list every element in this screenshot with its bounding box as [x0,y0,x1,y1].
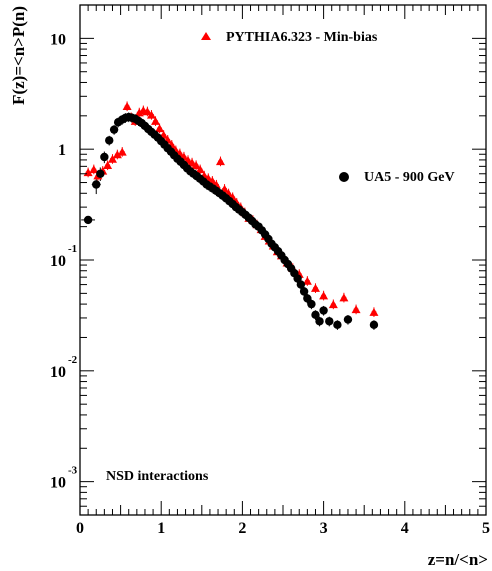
data-point-pythia [215,157,225,166]
data-point-ua5 [109,125,119,134]
data-point-ua5 [299,287,309,296]
data-point-pythia [117,147,127,156]
data-point-pythia [351,305,361,314]
data-point-ua5 [311,310,320,320]
data-point-pythia [122,102,132,111]
y-tick-exponent: -2 [68,354,78,366]
data-point-pythia [103,160,113,169]
legend-label-pythia: PYTHIA6.323 - Min-bias [226,30,378,45]
x-tick-label: 3 [320,520,328,537]
x-tick-label: 0 [76,520,84,537]
y-tick-exponent: -1 [68,243,77,255]
data-point-pythia [142,107,152,116]
data-point-pythia [112,150,122,159]
legend-marker-pythia [201,32,211,40]
data-point-ua5 [325,317,334,326]
data-point-pythia [151,116,161,125]
data-point-ua5 [100,152,109,162]
data-point-pythia [328,300,338,309]
data-point-pythia [369,307,379,316]
y-tick-label: 10 [50,253,66,270]
legend: PYTHIA6.323 - Min-bias UA5 - 900 GeV [201,30,455,185]
x-tick-label: 1 [157,520,165,537]
data-marks [83,102,379,330]
x-tick-label: 4 [401,520,409,537]
data-point-ua5 [315,317,324,326]
data-point-pythia [134,108,144,117]
data-point-pythia [195,165,205,174]
data-point-pythia [89,165,99,174]
data-point-pythia [107,154,117,163]
y-axis-label: F(z)=<n>P(n) [9,6,28,105]
legend-marker-ua5 [339,172,349,182]
x-tick-label: 5 [482,520,490,537]
data-point-pythia [191,160,201,169]
data-point-pythia [155,124,165,133]
data-point-ua5 [319,306,328,315]
data-point-ua5 [343,315,353,324]
data-point-pythia [319,291,329,300]
y-tick-label: 10 [50,31,66,48]
data-point-pythia [339,293,349,302]
y-tick-label: 1 [58,142,66,159]
x-axis-label: z=n/<n> [428,550,488,569]
data-point-ua5 [92,180,101,189]
data-point-ua5 [369,320,379,330]
data-point-pythia [146,110,156,119]
data-point-ua5 [307,299,316,309]
data-point-ua5 [83,215,93,225]
data-point-ua5 [333,320,342,330]
y-tick-label: 10 [50,475,66,492]
data-point-ua5 [296,280,306,289]
y-tick-exponent: -3 [68,465,78,477]
legend-label-ua5: UA5 - 900 GeV [364,170,455,185]
data-point-ua5 [105,136,114,145]
data-point-pythia [310,283,320,292]
data-point-pythia [302,276,312,285]
axis-labels: z=n/<n> F(z)=<n>P(n) [9,6,488,569]
y-tick-label: 10 [50,364,66,381]
annotation-text: NSD interactions [106,469,209,484]
x-tick-label: 2 [238,520,246,537]
data-point-ua5 [96,169,105,178]
